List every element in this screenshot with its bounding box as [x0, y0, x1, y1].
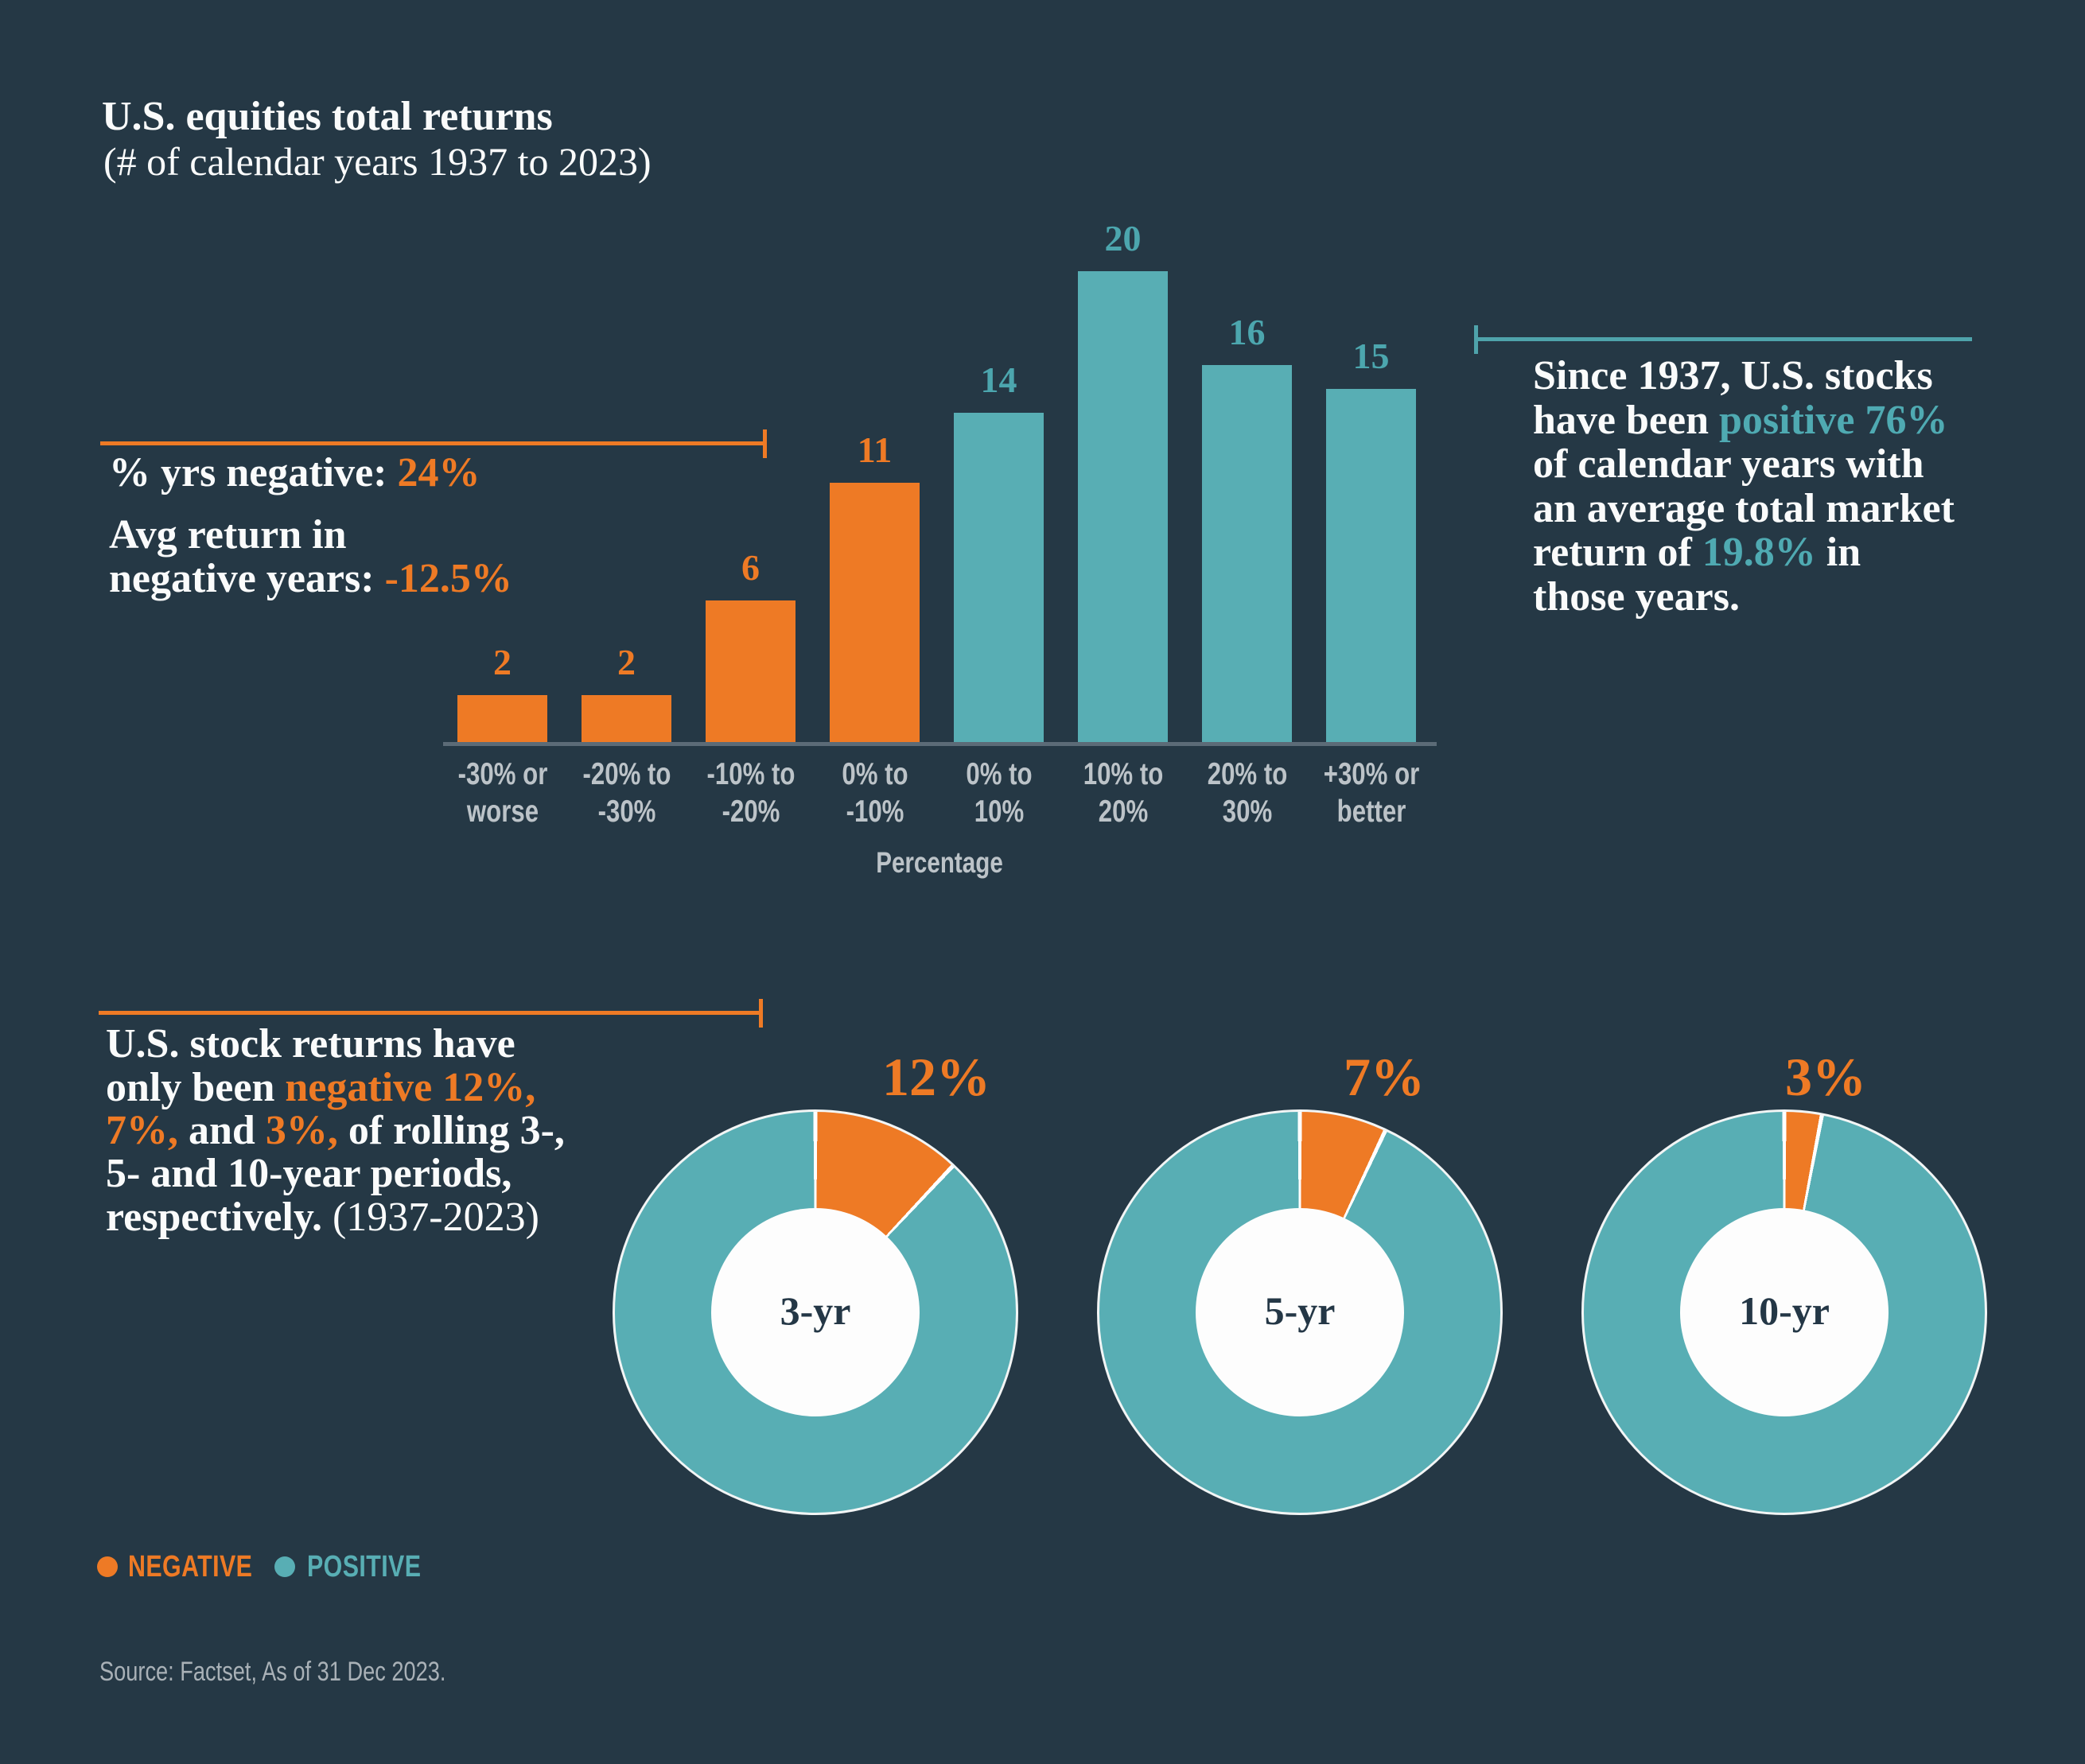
- bar-10-to-20-: [1078, 271, 1168, 742]
- x-tick-label: 10% to 20%: [1083, 757, 1163, 829]
- donut-hole: 3-yr: [711, 1208, 920, 1416]
- annotation-segment: of calendar years with: [1533, 441, 1924, 487]
- annotation-line: of calendar years with: [1533, 442, 1924, 486]
- source-text: Source: Factset, As of 31 Dec 2023.: [99, 1657, 446, 1687]
- annotation-segment: those years.: [1533, 574, 1740, 620]
- annotation-segment: Avg return in: [109, 512, 347, 558]
- annotation-segment: return of: [1533, 530, 1702, 575]
- annotation-line: negative years: -12.5%: [109, 557, 512, 600]
- annotation-segment: U.S. stock returns have: [106, 1021, 515, 1067]
- donut-chart-3-yr: 3-yr: [613, 1109, 1018, 1515]
- positive-stats-rule: [1474, 325, 1972, 354]
- legend-dot-positive: [274, 1556, 295, 1577]
- bar-20-to-30-: [1202, 365, 1292, 742]
- annotation-line: % yrs negative: 24%: [109, 451, 480, 495]
- source-note: Source: Factset, As of 31 Dec 2023.: [99, 1656, 532, 1688]
- donut-negative-percent-label: 7%: [1344, 1047, 1425, 1107]
- x-tick-label: -10% to -20%: [706, 757, 795, 829]
- chart-title: U.S. equities total returns: [102, 94, 553, 139]
- donut-hole: 5-yr: [1196, 1208, 1404, 1416]
- annotation-line: have been positive 76%: [1533, 398, 1947, 442]
- bar-value-label: 15: [1352, 336, 1390, 376]
- annotation-segment: and: [178, 1108, 266, 1153]
- annotation-line: respectively. (1937-2023): [106, 1195, 539, 1239]
- rule-end-tick: [1474, 325, 1478, 354]
- annotation-segment: respectively.: [106, 1195, 333, 1240]
- bar-value-label: 11: [857, 429, 893, 470]
- legend-dot-negative: [97, 1556, 118, 1577]
- annotation-segment: of rolling 3-,: [337, 1108, 565, 1153]
- x-axis-title-text: Percentage: [876, 846, 1003, 879]
- annotation-segment: -12.5%: [384, 556, 512, 601]
- annotation-line: 7%, and 3%, of rolling 3-,: [106, 1109, 565, 1152]
- bar-0-to-10-: [954, 413, 1044, 742]
- annotation-segment: 24%: [397, 450, 480, 495]
- annotation-segment: positive 76%: [1719, 398, 1948, 443]
- x-tick-label: 20% to 30%: [1207, 757, 1287, 829]
- annotation-line: Avg return in: [109, 513, 347, 557]
- annotation-line: Since 1937, U.S. stocks: [1533, 354, 1933, 398]
- donut-chart-10-yr: 10-yr: [1581, 1109, 1987, 1515]
- donut-center-label: 5-yr: [1264, 1288, 1336, 1333]
- annotation-line: 5- and 10-year periods,: [106, 1152, 512, 1195]
- bar--30-or-better: [1326, 389, 1416, 742]
- chart-subtitle: (# of calendar years 1937 to 2023): [103, 139, 652, 184]
- donut-negative-percent-label: 12%: [882, 1047, 990, 1107]
- bar--20-to-30-: [582, 695, 671, 742]
- x-axis-line: [443, 742, 1437, 746]
- annotation-segment: 7%,: [106, 1108, 178, 1153]
- donut-chart-5-yr: 5-yr: [1097, 1109, 1503, 1515]
- donut-center-label: 10-yr: [1739, 1288, 1830, 1333]
- annotation-line: those years.: [1533, 575, 1740, 619]
- annotation-segment: (1937-2023): [332, 1195, 539, 1240]
- annotation-segment: have been: [1533, 398, 1719, 443]
- annotation-segment: % yrs negative:: [109, 450, 398, 495]
- x-tick-label: 0% to -10%: [841, 757, 908, 829]
- x-tick-label: -30% or worse: [457, 757, 547, 829]
- bar-value-label: 6: [741, 547, 760, 588]
- annotation-segment: Since 1937, U.S. stocks: [1533, 353, 1933, 398]
- legend-label-negative: NEGATIVE: [128, 1550, 253, 1583]
- annotation-line: an average total market: [1533, 487, 1955, 530]
- annotation-segment: 19.8%: [1702, 530, 1816, 575]
- donut-negative-percent-label: 3%: [1785, 1047, 1866, 1107]
- donut-hole: 10-yr: [1680, 1208, 1889, 1416]
- bar-value-label: 2: [617, 642, 636, 682]
- bar--10-to-20-: [706, 600, 795, 742]
- annotation-segment: in: [1815, 530, 1861, 575]
- annotation-line: return of 19.8% in: [1533, 530, 1861, 574]
- bar-value-label: 14: [980, 359, 1017, 400]
- bar-value-label: 20: [1104, 218, 1142, 258]
- annotation-segment: 5- and 10-year periods,: [106, 1151, 512, 1196]
- negative-stats-rule: [100, 429, 767, 458]
- donut-center-label: 3-yr: [780, 1288, 851, 1333]
- annotation-line: only been negative 12%,: [106, 1066, 535, 1109]
- annotation-segment: negative years:: [109, 556, 385, 601]
- rule-end-tick: [759, 999, 763, 1028]
- annotation-segment: 3%,: [265, 1108, 338, 1153]
- annotation-segment: negative 12%,: [285, 1065, 536, 1110]
- annotation-segment: an average total market: [1533, 486, 1955, 531]
- legend-label-positive: POSITIVE: [307, 1550, 422, 1583]
- rolling-stats-rule: [99, 999, 763, 1028]
- x-tick-label: 0% to 10%: [965, 757, 1033, 829]
- annotation-segment: only been: [106, 1065, 286, 1110]
- x-tick-label: -20% to -30%: [582, 757, 671, 829]
- bar--30-or-worse: [457, 695, 547, 742]
- rule-end-tick: [763, 429, 767, 458]
- annotation-line: U.S. stock returns have: [106, 1022, 515, 1066]
- x-tick-label: +30% or better: [1323, 757, 1419, 829]
- bar-value-label: 16: [1228, 312, 1266, 352]
- x-axis-title: Percentage: [860, 846, 1019, 880]
- bar-value-label: 2: [493, 642, 512, 682]
- bar-0-to-10-: [830, 483, 920, 742]
